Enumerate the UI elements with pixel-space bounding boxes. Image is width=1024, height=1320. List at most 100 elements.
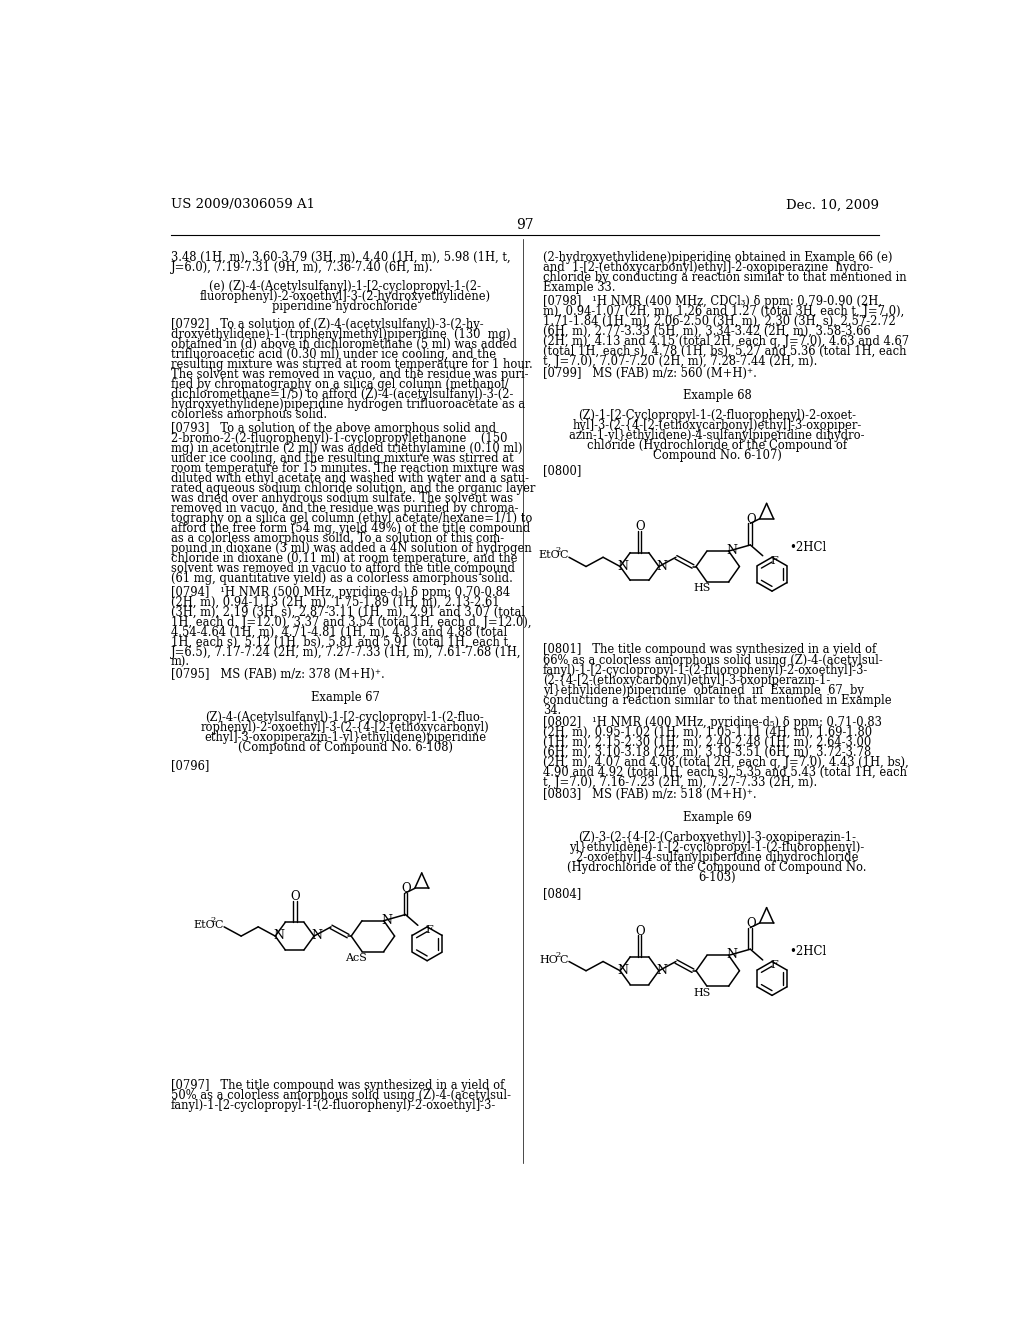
Text: [0804]: [0804]	[543, 887, 581, 900]
Text: conducting a reaction similar to that mentioned in Example: conducting a reaction similar to that me…	[543, 693, 891, 706]
Text: •2HCl: •2HCl	[790, 541, 826, 554]
Text: 2: 2	[555, 950, 560, 958]
Text: [0793]   To a solution of the above amorphous solid and: [0793] To a solution of the above amorph…	[171, 422, 496, 434]
Text: (Z)-1-[2-Cyclopropyl-1-(2-fluorophenyl)-2-oxoet-: (Z)-1-[2-Cyclopropyl-1-(2-fluorophenyl)-…	[578, 409, 856, 421]
Text: C: C	[214, 920, 222, 929]
Text: was dried over anhydrous sodium sulfate. The solvent was: was dried over anhydrous sodium sulfate.…	[171, 492, 513, 504]
Text: 50% as a colorless amorphous solid using (Z)-4-(acetylsul-: 50% as a colorless amorphous solid using…	[171, 1089, 511, 1102]
Text: [0799]   MS (FAB) m/z: 560 (M+H)⁺.: [0799] MS (FAB) m/z: 560 (M+H)⁺.	[543, 367, 757, 380]
Text: rated aqueous sodium chloride solution, and the organic layer: rated aqueous sodium chloride solution, …	[171, 482, 535, 495]
Text: Example 68: Example 68	[683, 389, 752, 403]
Text: [0803]   MS (FAB) m/z: 518 (M+H)⁺.: [0803] MS (FAB) m/z: 518 (M+H)⁺.	[543, 788, 757, 801]
Text: (3H, m), 2.19 (3H, s), 2.87-3.11 (1H, m), 2.91 and 3.07 (total: (3H, m), 2.19 (3H, s), 2.87-3.11 (1H, m)…	[171, 606, 524, 619]
Text: fanyl)-1-[2-cyclopropyl-1-(2-fluorophenyl)-2-oxoethyl]-3-: fanyl)-1-[2-cyclopropyl-1-(2-fluoropheny…	[171, 1098, 496, 1111]
Text: m).: m).	[171, 656, 189, 669]
Text: [0796]: [0796]	[171, 759, 209, 772]
Text: Example 69: Example 69	[683, 812, 752, 825]
Text: HS: HS	[693, 583, 711, 594]
Text: 34.: 34.	[543, 704, 561, 717]
Text: piperidine hydrochloride: piperidine hydrochloride	[272, 300, 418, 313]
Text: HO: HO	[540, 954, 558, 965]
Text: 2: 2	[555, 546, 560, 554]
Text: N: N	[273, 929, 284, 942]
Text: N: N	[617, 964, 629, 977]
Text: [0800]: [0800]	[543, 465, 581, 477]
Text: 1H, each d, J=12.0), 3.37 and 3.54 (total 1H, each d, J=12.0),: 1H, each d, J=12.0), 3.37 and 3.54 (tota…	[171, 615, 531, 628]
Text: t, J=7.0), 7.16-7.23 (2H, m), 7.27-7.33 (2H, m).: t, J=7.0), 7.16-7.23 (2H, m), 7.27-7.33 …	[543, 776, 817, 789]
Text: C: C	[559, 954, 567, 965]
Text: (2H, m), 0.94-1.13 (2H, m), 1.75-1.89 (1H, m), 2.13-2.61: (2H, m), 0.94-1.13 (2H, m), 1.75-1.89 (1…	[171, 595, 500, 609]
Text: N: N	[656, 964, 668, 977]
Text: Example 67: Example 67	[310, 692, 380, 705]
Text: [0798]   ¹H NMR (400 MHz, CDCl₃) δ ppm: 0.79-0.90 (2H,: [0798] ¹H NMR (400 MHz, CDCl₃) δ ppm: 0.…	[543, 294, 882, 308]
Text: (1H, m), 2.15-2.30 (1H, m), 2.40-2.48 (1H, m), 2.64-3.00: (1H, m), 2.15-2.30 (1H, m), 2.40-2.48 (1…	[543, 737, 870, 748]
Text: m), 0.94-1.07 (2H, m), 1.26 and 1.27 (total 3H, each t, J=7.0),: m), 0.94-1.07 (2H, m), 1.26 and 1.27 (to…	[543, 305, 904, 318]
Text: afford the free form (54 mg, yield 49%) of the title compound: afford the free form (54 mg, yield 49%) …	[171, 521, 529, 535]
Text: (Z)-3-(2-{4-[2-(Carboxyethyl)]-3-oxopiperazin-1-: (Z)-3-(2-{4-[2-(Carboxyethyl)]-3-oxopipe…	[578, 830, 856, 843]
Text: O: O	[636, 520, 645, 533]
Text: Dec. 10, 2009: Dec. 10, 2009	[786, 198, 879, 211]
Text: HS: HS	[693, 987, 711, 998]
Text: (Compound of Compound No. 6-108): (Compound of Compound No. 6-108)	[238, 742, 453, 754]
Text: C: C	[559, 550, 567, 560]
Text: resulting mixture was stirred at room temperature for 1 hour.: resulting mixture was stirred at room te…	[171, 358, 532, 371]
Text: fanyl)-1-[2-cyclopropyl-1-(2-fluorophenyl)-2-oxoethyl]-3-: fanyl)-1-[2-cyclopropyl-1-(2-fluoropheny…	[543, 664, 868, 677]
Text: EtO: EtO	[538, 550, 560, 560]
Text: azin-1-yl}ethylidene)-4-sulfanylpiperidine dihydro-: azin-1-yl}ethylidene)-4-sulfanylpiperidi…	[569, 429, 864, 442]
Text: [0801]   The title compound was synthesized in a yield of: [0801] The title compound was synthesize…	[543, 644, 876, 656]
Text: (Z)-4-(Acetylsulfanyl)-1-[2-cyclopropyl-1-(2-fluo-: (Z)-4-(Acetylsulfanyl)-1-[2-cyclopropyl-…	[206, 711, 484, 725]
Text: [0802]   ¹H NMR (400 MHz, pyridine-d₅) δ ppm: 0.71-0.83: [0802] ¹H NMR (400 MHz, pyridine-d₅) δ p…	[543, 715, 882, 729]
Text: 1H, each s), 5.12 (1H, bs), 5.81 and 5.91 (total 1H, each t,: 1H, each s), 5.12 (1H, bs), 5.81 and 5.9…	[171, 636, 511, 649]
Text: N: N	[617, 560, 629, 573]
Text: mg) in acetonitrile (2 ml) was added triethylamine (0.10 ml): mg) in acetonitrile (2 ml) was added tri…	[171, 442, 522, 455]
Text: [0792]   To a solution of (Z)-4-(acetylsulfanyl)-3-(2-hy-: [0792] To a solution of (Z)-4-(acetylsul…	[171, 318, 483, 331]
Text: N: N	[656, 560, 668, 573]
Text: chloride (Hydrochloride of the Compound of: chloride (Hydrochloride of the Compound …	[587, 438, 847, 451]
Text: and  1-[2-(ethoxycarbonyl)ethyl]-2-oxopiperazine  hydro-: and 1-[2-(ethoxycarbonyl)ethyl]-2-oxopip…	[543, 261, 872, 273]
Text: (2H, m), 0.95-1.02 (1H, m), 1.05-1.11 (4H, m), 1.69-1.80: (2H, m), 0.95-1.02 (1H, m), 1.05-1.11 (4…	[543, 726, 871, 739]
Text: Compound No. 6-107): Compound No. 6-107)	[652, 449, 781, 462]
Text: F: F	[426, 925, 433, 936]
Text: [0794]   ¹H NMR (500 MHz, pyridine-d₅) δ ppm: 0.70-0.84: [0794] ¹H NMR (500 MHz, pyridine-d₅) δ p…	[171, 586, 510, 599]
Text: N: N	[726, 544, 737, 557]
Text: removed in vacuo, and the residue was purified by chroma-: removed in vacuo, and the residue was pu…	[171, 502, 518, 515]
Text: 2-bromo-2-(2-fluorophenyl)-1-cyclopropylethanone    (150: 2-bromo-2-(2-fluorophenyl)-1-cyclopropyl…	[171, 432, 507, 445]
Text: yl}ethylidene)piperidine  obtained  in  Example  67  by: yl}ethylidene)piperidine obtained in Exa…	[543, 684, 863, 697]
Text: 3.48 (1H, m), 3.60-3.79 (3H, m), 4.40 (1H, m), 5.98 (1H, t,: 3.48 (1H, m), 3.60-3.79 (3H, m), 4.40 (1…	[171, 251, 510, 264]
Text: (2-hydroxyethylidene)piperidine obtained in Example 66 (e): (2-hydroxyethylidene)piperidine obtained…	[543, 251, 892, 264]
Text: 97: 97	[516, 218, 534, 232]
Text: pound in dioxane (3 ml) was added a 4N solution of hydrogen: pound in dioxane (3 ml) was added a 4N s…	[171, 543, 531, 554]
Text: F: F	[770, 960, 778, 970]
Text: [0795]   MS (FAB) m/z: 378 (M+H)⁺.: [0795] MS (FAB) m/z: 378 (M+H)⁺.	[171, 668, 384, 681]
Text: room temperature for 15 minutes. The reaction mixture was: room temperature for 15 minutes. The rea…	[171, 462, 523, 475]
Text: chloride in dioxane (0.11 ml) at room temperature, and the: chloride in dioxane (0.11 ml) at room te…	[171, 552, 517, 565]
Text: (2H, m), 4.13 and 4.15 (total 2H, each q, J=7.0), 4.63 and 4.67: (2H, m), 4.13 and 4.15 (total 2H, each q…	[543, 335, 908, 347]
Text: 4.54-4.64 (1H, m), 4.71-4.81 (1H, m), 4.83 and 4.88 (total: 4.54-4.64 (1H, m), 4.71-4.81 (1H, m), 4.…	[171, 626, 507, 639]
Text: O: O	[291, 890, 300, 903]
Text: fluorophenyl)-2-oxoethyl]-3-(2-hydroxyethylidene): fluorophenyl)-2-oxoethyl]-3-(2-hydroxyet…	[200, 290, 490, 304]
Text: 2: 2	[210, 916, 215, 924]
Text: N: N	[726, 948, 737, 961]
Text: US 2009/0306059 A1: US 2009/0306059 A1	[171, 198, 314, 211]
Text: F: F	[770, 556, 778, 566]
Text: (6H, m), 3.10-3.18 (2H, m), 3.19-3.51 (6H, m), 3.72-3.78: (6H, m), 3.10-3.18 (2H, m), 3.19-3.51 (6…	[543, 746, 870, 759]
Text: tography on a silica gel column (ethyl acetate/hexane=1/1) to: tography on a silica gel column (ethyl a…	[171, 512, 532, 525]
Text: O: O	[401, 882, 412, 895]
Text: AcS: AcS	[345, 953, 367, 964]
Text: 2-oxoethyl]-4-sulfanylpiperidine dihydrochloride: 2-oxoethyl]-4-sulfanylpiperidine dihydro…	[575, 850, 858, 863]
Text: J=6.0), 7.19-7.31 (9H, m), 7.36-7.40 (6H, m).: J=6.0), 7.19-7.31 (9H, m), 7.36-7.40 (6H…	[171, 261, 433, 273]
Text: (2H, m), 4.07 and 4.08 (total 2H, each q, J=7.0), 4.43 (1H, bs),: (2H, m), 4.07 and 4.08 (total 2H, each q…	[543, 756, 908, 770]
Text: 4.90 and 4.92 (total 1H, each s), 5.35 and 5.43 (total 1H, each: 4.90 and 4.92 (total 1H, each s), 5.35 a…	[543, 766, 906, 779]
Text: Example 33.: Example 33.	[543, 281, 615, 294]
Text: fied by chromatography on a silica gel column (methanol/: fied by chromatography on a silica gel c…	[171, 378, 508, 391]
Text: (6H, m), 2.77-3.33 (5H, m), 3.34-3.42 (2H, m), 3.58-3.66: (6H, m), 2.77-3.33 (5H, m), 3.34-3.42 (2…	[543, 325, 870, 338]
Text: solvent was removed in vacuo to afford the title compound: solvent was removed in vacuo to afford t…	[171, 562, 515, 576]
Text: The solvent was removed in vacuo, and the residue was puri-: The solvent was removed in vacuo, and th…	[171, 368, 528, 381]
Text: O: O	[746, 917, 756, 929]
Text: •2HCl: •2HCl	[790, 945, 826, 958]
Text: (Hydrochloride of the Compound of Compound No.: (Hydrochloride of the Compound of Compou…	[567, 861, 866, 874]
Text: obtained in (d) above in dichloromethane (5 ml) was added: obtained in (d) above in dichloromethane…	[171, 338, 517, 351]
Text: 6-103): 6-103)	[698, 871, 736, 883]
Text: dichloromethane=1/5) to afford (Z)-4-(acetylsulfanyl)-3-(2-: dichloromethane=1/5) to afford (Z)-4-(ac…	[171, 388, 513, 401]
Text: [0797]   The title compound was synthesized in a yield of: [0797] The title compound was synthesize…	[171, 1078, 504, 1092]
